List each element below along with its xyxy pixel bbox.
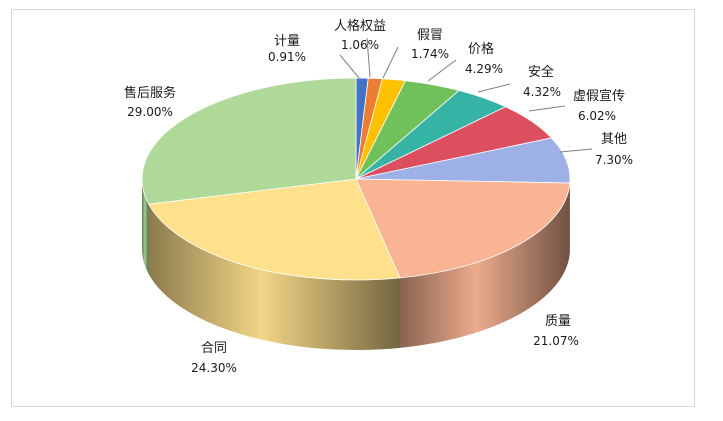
pie-top (141, 77, 571, 281)
pie-sides (142, 179, 570, 350)
slice-label-7: 质量 (545, 314, 571, 329)
leader-line-2 (382, 46, 399, 79)
leader-line-5 (528, 105, 566, 112)
pie-side-9 (142, 179, 149, 275)
slice-label-3: 价格 (468, 41, 494, 57)
leader-lines (339, 37, 593, 153)
slice-value-1: 1.06% (341, 38, 379, 52)
slice-label-8: 合同 (201, 341, 227, 356)
leader-line-1 (366, 37, 371, 78)
leader-line-0 (339, 54, 360, 79)
slice-value-6: 7.30% (595, 153, 633, 167)
slice-value-8: 24.30% (191, 361, 237, 375)
slice-label-0: 计量 (274, 34, 300, 49)
pie-slice-9[interactable] (141, 77, 357, 205)
slice-value-3: 4.29% (465, 62, 503, 76)
slice-label-9: 售后服务 (124, 85, 176, 101)
leader-line-4 (477, 83, 511, 93)
pie-slice-8[interactable] (148, 178, 401, 281)
slice-label-2: 假冒 (417, 28, 443, 43)
slice-value-5: 6.02% (578, 109, 616, 123)
slice-label-1: 人格权益 (334, 18, 386, 34)
data-labels: 计量0.91% 人格权益 1.06% 假冒 1.74% 价格 4.29% 安全 4.32% 虚假宣… (124, 18, 633, 375)
pie-slice-6[interactable] (355, 137, 571, 184)
slice-value-9: 29.00% (127, 105, 173, 119)
slice-label-4: 安全 (528, 64, 554, 80)
leader-line-6 (559, 148, 593, 153)
slice-label-5: 虚假宣传 (573, 88, 625, 104)
pie-slice-7[interactable] (355, 178, 571, 279)
slice-value-0: 0.91% (268, 50, 306, 64)
leader-line-3 (427, 59, 457, 82)
slice-value-2: 1.74% (411, 47, 449, 61)
pie-side-8 (148, 204, 400, 350)
slice-value-4: 4.32% (523, 85, 561, 99)
pie-side-7 (399, 183, 570, 348)
slice-value-7: 21.07% (533, 334, 579, 348)
slice-label-6: 其他 (601, 132, 627, 147)
